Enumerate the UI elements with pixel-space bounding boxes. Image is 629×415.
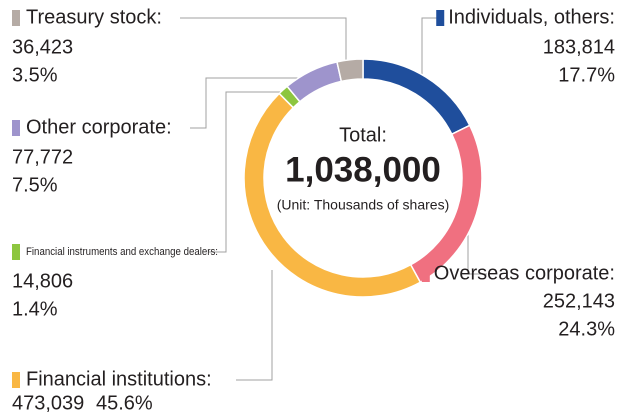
leader-lines — [180, 17, 487, 381]
legend-swatch — [421, 266, 430, 282]
leader-line — [421, 17, 440, 75]
value-label: 473,039 — [12, 392, 84, 414]
value-label: 77,772 — [12, 146, 73, 168]
center-total: 1,038,000 — [285, 150, 441, 189]
legend-label: Financial instruments and exchange deale… — [26, 246, 218, 258]
value-label: 252,143 — [543, 290, 615, 312]
percent-label: 1.4% — [12, 298, 58, 320]
leader-line — [236, 270, 273, 381]
value-label: 14,806 — [12, 270, 73, 292]
legend-swatch — [12, 120, 20, 136]
center-title: Total: — [339, 124, 387, 146]
donut-segment — [243, 92, 422, 298]
donut-segment — [286, 60, 343, 103]
legend-swatch — [12, 10, 20, 26]
value-label: 183,814 — [543, 36, 615, 58]
leader-line — [467, 232, 487, 275]
legend-label: Financial institutions: — [26, 368, 212, 390]
legend-label: Treasury stock: — [26, 6, 162, 28]
donut-segment — [362, 58, 471, 136]
leader-line — [180, 17, 347, 62]
legend-label: Other corporate: — [26, 116, 172, 138]
percent-label: 24.3% — [558, 318, 615, 340]
percent-label: 17.7% — [558, 64, 615, 86]
legend-swatch — [12, 372, 20, 388]
leader-line — [190, 77, 300, 129]
legend-label: Individuals, others: — [448, 6, 615, 28]
legend-label: Overseas corporate: — [434, 262, 615, 284]
center-unit: (Unit: Thousands of shares) — [277, 197, 450, 213]
percent-label: 3.5% — [12, 64, 58, 86]
percent-label: 45.6% — [96, 392, 153, 414]
legend-swatch — [436, 10, 445, 26]
donut-segment — [336, 58, 364, 83]
leader-line — [208, 91, 284, 253]
legend-swatch — [12, 244, 20, 260]
percent-label: 7.5% — [12, 174, 58, 196]
value-label: 36,423 — [12, 36, 73, 58]
